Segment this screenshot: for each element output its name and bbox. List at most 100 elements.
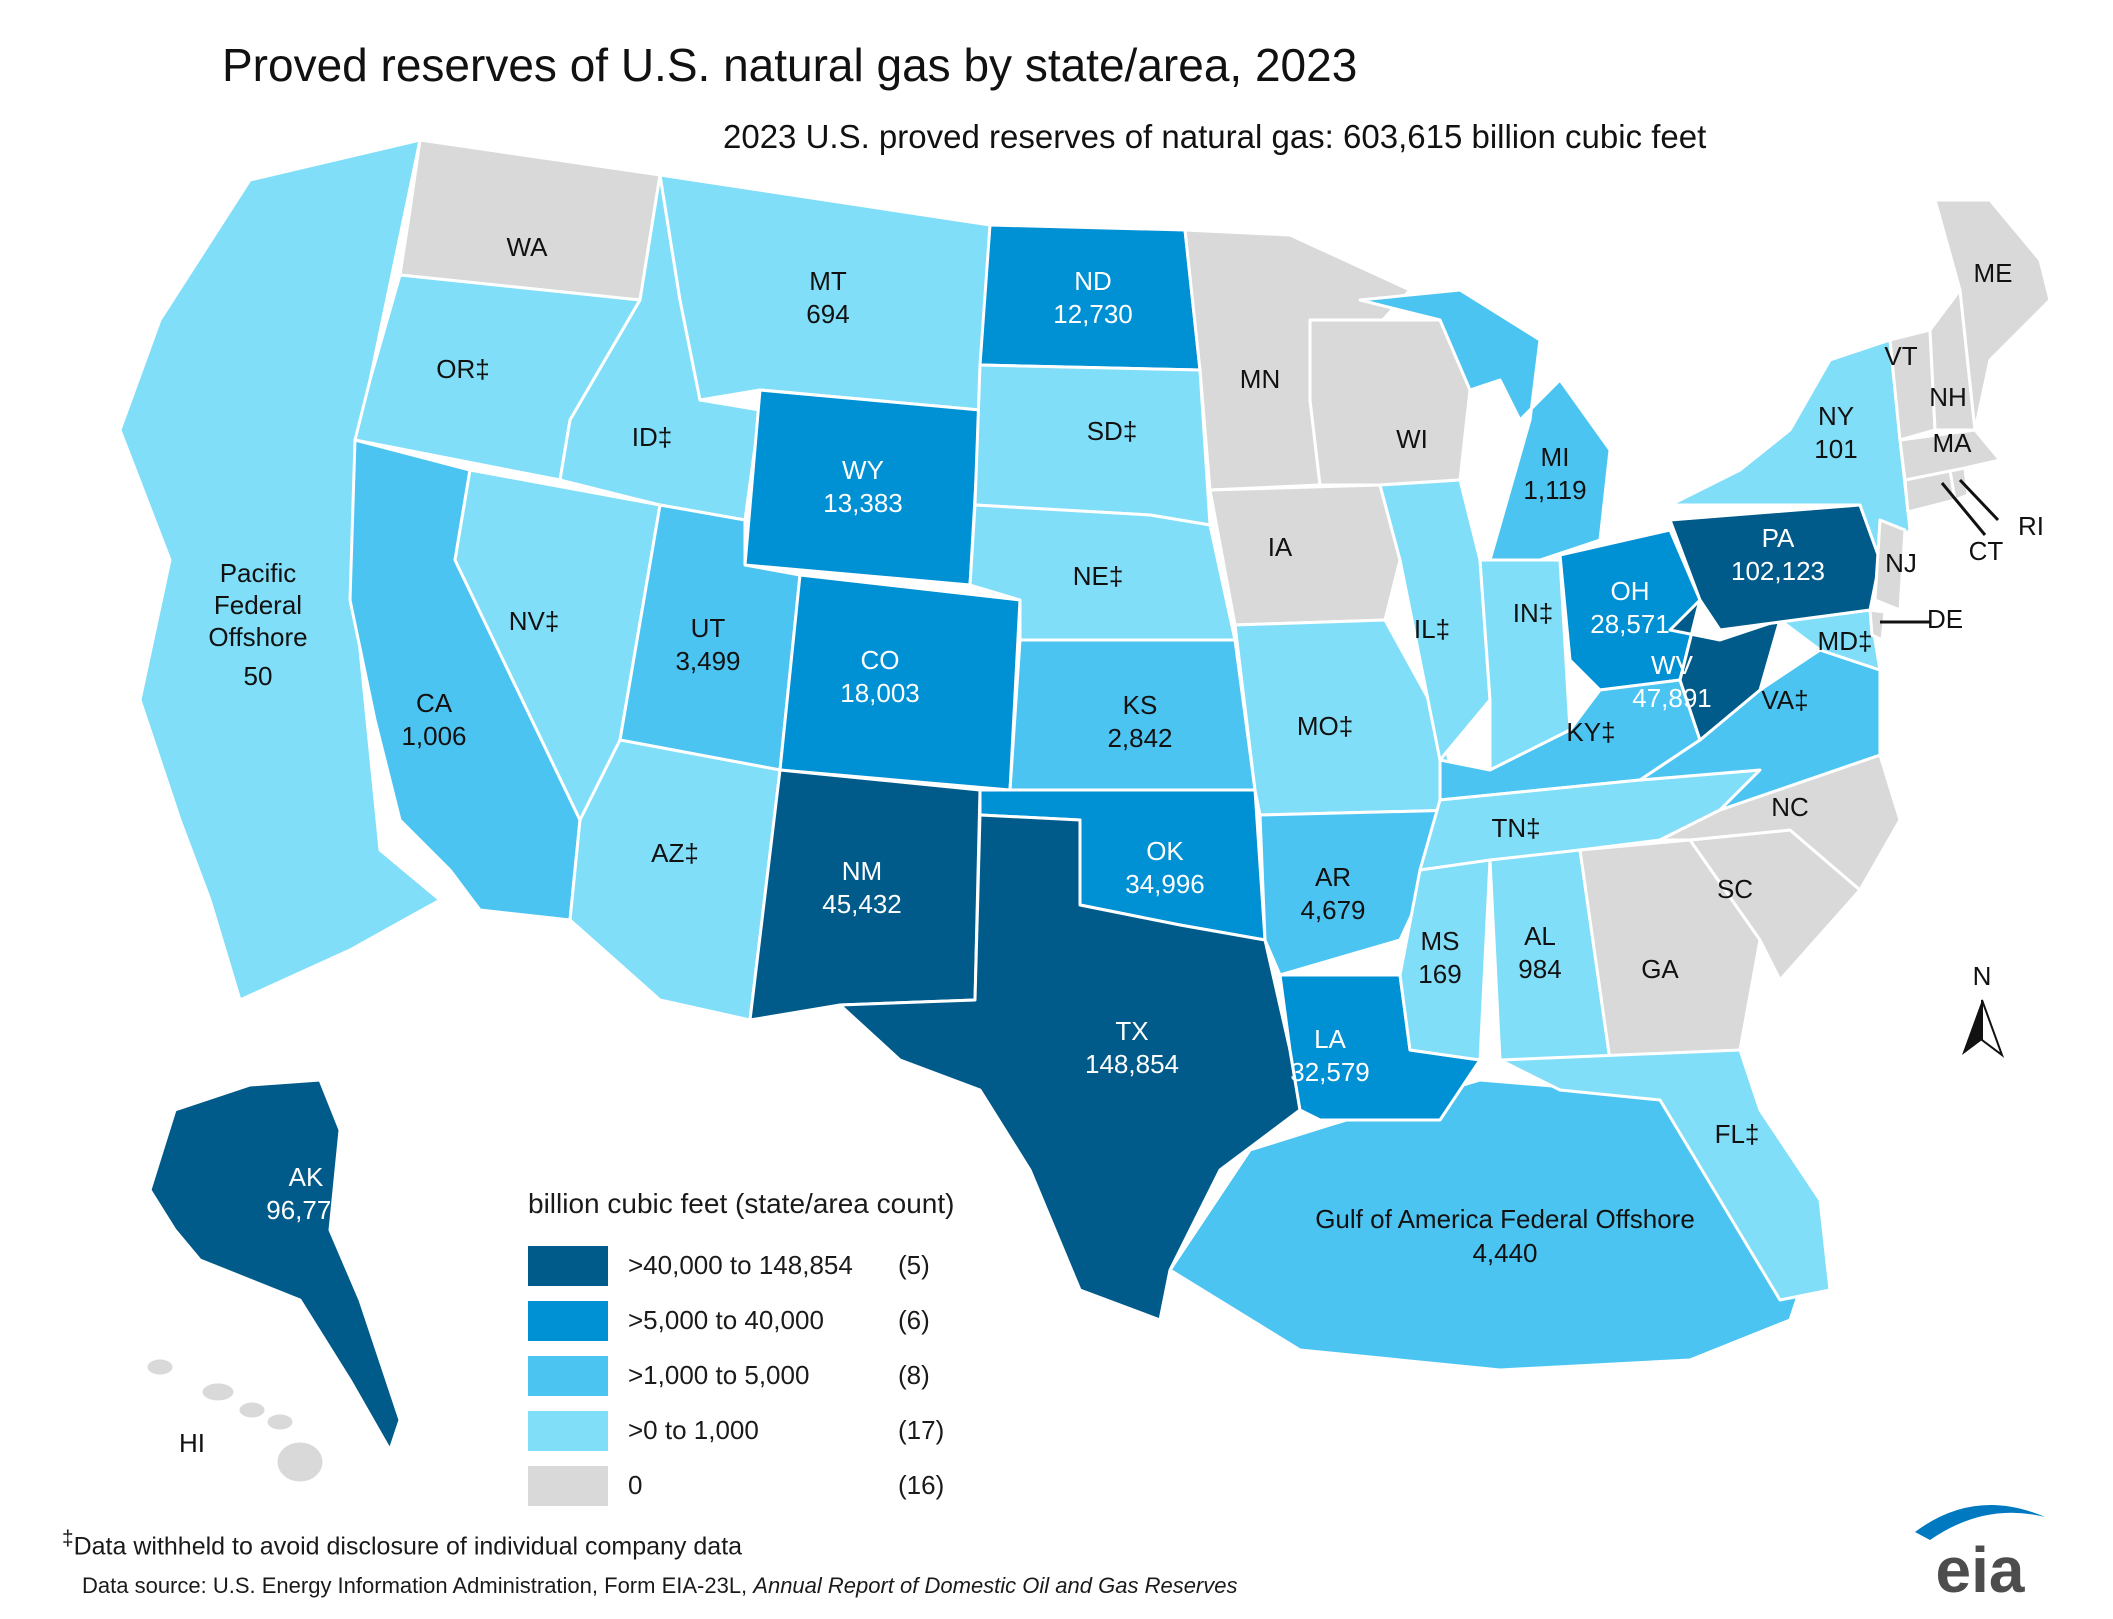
state-label-mn: MN	[1240, 364, 1280, 394]
state-value-ny: 101	[1814, 434, 1857, 464]
footnote-mark: ‡	[62, 1527, 74, 1550]
state-value-ks: 2,842	[1107, 723, 1172, 753]
state-label-vt: VT	[1884, 341, 1917, 371]
state-label-la: LA	[1314, 1024, 1346, 1054]
state-mi	[1358, 288, 1612, 562]
legend-count: (16)	[898, 1470, 945, 1500]
state-value-ak: 96,779	[266, 1195, 346, 1225]
state-label-id: ID‡	[632, 422, 672, 452]
legend-title: billion cubic feet (state/area count)	[528, 1188, 955, 1219]
state-ak	[148, 1078, 402, 1452]
state-label-oh: OH	[1611, 576, 1650, 606]
legend-count: (6)	[898, 1305, 930, 1335]
state-label-ms: MS	[1421, 926, 1460, 956]
state-label-ak: AK	[289, 1162, 324, 1192]
state-label-ar: AR	[1315, 862, 1351, 892]
state-label-ma: MA	[1933, 428, 1973, 458]
legend-range: >40,000 to 148,854	[628, 1250, 853, 1280]
legend-range: >0 to 1,000	[628, 1415, 759, 1445]
legend-swatch	[528, 1355, 608, 1396]
state-label-il: IL‡	[1414, 614, 1450, 644]
state-label-nh: NH	[1929, 382, 1967, 412]
data-source: Data source: U.S. Energy Information Adm…	[82, 1573, 1238, 1599]
legend-swatch	[528, 1300, 608, 1341]
state-ar	[1258, 808, 1462, 977]
page-title: Proved reserves of U.S. natural gas by s…	[222, 39, 1358, 91]
footnote-text: Data withheld to avoid disclosure of ind…	[73, 1532, 743, 1561]
gulf-offshore-name: Gulf of America Federal Offshore	[1315, 1204, 1695, 1234]
leader-lines	[1880, 478, 2000, 624]
state-value-tx: 148,854	[1085, 1049, 1179, 1079]
source-title: Annual Report of Domestic Oil and Gas Re…	[753, 1573, 1238, 1598]
state-value-nd: 12,730	[1053, 299, 1133, 329]
state-label-ga: GA	[1641, 954, 1679, 984]
state-label-mt: MT	[809, 266, 847, 296]
state-label-ca: CA	[416, 688, 453, 718]
legend-range: >1,000 to 5,000	[628, 1360, 810, 1390]
state-label-ne: NE‡	[1073, 561, 1124, 591]
legend-swatch	[528, 1245, 608, 1286]
state-label-pa: PA	[1762, 523, 1795, 553]
legend-item: >1,000 to 5,000 (8)	[528, 1348, 988, 1403]
state-fl	[1498, 1048, 1832, 1302]
state-label-tn: TN‡	[1491, 813, 1540, 843]
pacific-offshore-line-1: Pacific	[220, 558, 297, 588]
eia-logo: eia	[1915, 1505, 2045, 1602]
state-label-mo: MO‡	[1297, 711, 1353, 741]
state-label-md: MD‡	[1818, 626, 1873, 656]
state-wi	[1308, 318, 1472, 487]
state-label-nc: NC	[1771, 792, 1809, 822]
state-label-de: DE	[1927, 604, 1963, 634]
state-value-ok: 34,996	[1125, 869, 1205, 899]
state-label-nd: ND	[1074, 266, 1112, 296]
state-label-ia: IA	[1268, 532, 1293, 562]
state-label-nj: NJ	[1885, 548, 1917, 578]
state-label-ok: OK	[1146, 836, 1184, 866]
state-me	[1933, 198, 2052, 432]
state-label-sd: SD‡	[1087, 416, 1138, 446]
pacific-offshore-line-3: Offshore	[208, 622, 307, 652]
state-value-wv: 47,891	[1632, 683, 1712, 713]
state-label-ny: NY	[1818, 401, 1854, 431]
legend-item: >0 to 1,000 (17)	[528, 1403, 988, 1458]
state-value-mi: 1,119	[1523, 475, 1586, 505]
legend-swatch	[528, 1465, 608, 1506]
legend-item: >5,000 to 40,000 (6)	[528, 1293, 988, 1348]
state-label-wv: WV	[1651, 650, 1694, 680]
state-label-wy: WY	[842, 455, 884, 485]
north-arrow-icon: N	[1962, 961, 2005, 1058]
state-label-nm: NM	[842, 856, 882, 886]
state-value-wy: 13,383	[823, 488, 903, 518]
gulf-offshore-label: Gulf of America Federal Offshore 4,440	[1315, 1204, 1695, 1268]
state-label-nv: NV‡	[509, 606, 560, 636]
pacific-offshore-label: Pacific Federal Offshore 50	[208, 558, 307, 691]
state-label-ky: KY‡	[1566, 717, 1615, 747]
pacific-offshore-value: 50	[244, 661, 273, 691]
state-label-al: AL	[1524, 921, 1556, 951]
state-wv	[1668, 598, 1782, 742]
compass-label: N	[1973, 961, 1992, 991]
state-value-pa: 102,123	[1731, 556, 1825, 586]
state-value-nm: 45,432	[822, 889, 902, 919]
legend-range: >5,000 to 40,000	[628, 1305, 824, 1335]
source-prefix: Data source: U.S. Energy Information Adm…	[82, 1573, 754, 1598]
state-label-va: VA‡	[1761, 685, 1808, 715]
state-value-ms: 169	[1418, 959, 1461, 989]
state-nd	[978, 223, 1202, 372]
state-value-ca: 1,006	[401, 721, 466, 751]
state-value-ut: 3,499	[675, 646, 740, 676]
eia-logo-text: eia	[1936, 1534, 2025, 1602]
legend-count: (8)	[898, 1360, 930, 1390]
state-ms	[1398, 858, 1492, 1062]
state-label-in: IN‡	[1513, 598, 1553, 628]
state-ia	[1208, 483, 1402, 627]
state-label-ri: RI	[2018, 511, 2044, 541]
legend-swatch	[528, 1410, 608, 1451]
legend-count: (5)	[898, 1250, 930, 1280]
state-az	[568, 738, 782, 1022]
legend: billion cubic feet (state/area count) >4…	[528, 1188, 988, 1513]
state-ga	[1578, 838, 1762, 1062]
state-label-co: CO	[861, 645, 900, 675]
state-label-tx: TX	[1115, 1016, 1148, 1046]
state-value-oh: 28,571	[1590, 609, 1670, 639]
